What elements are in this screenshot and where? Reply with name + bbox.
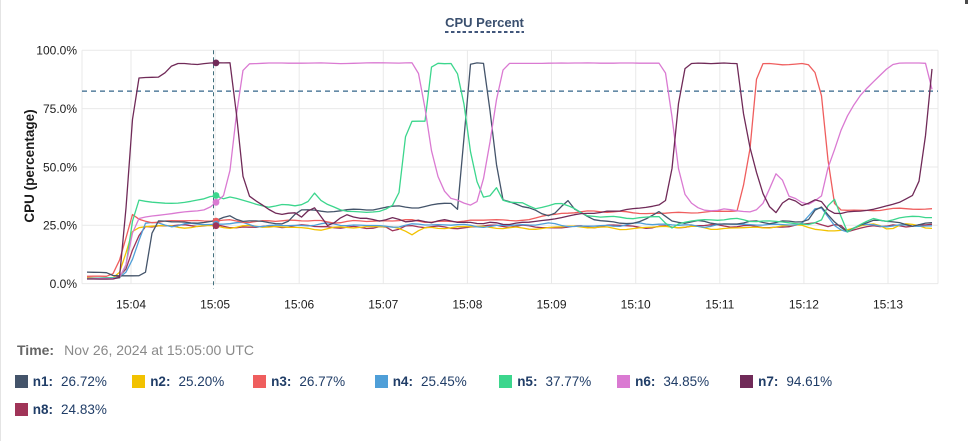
svg-text:50.0%: 50.0% [43, 160, 77, 174]
svg-text:CPU (percentage): CPU (percentage) [22, 109, 37, 222]
svg-text:100.0%: 100.0% [36, 44, 77, 58]
svg-text:15:09: 15:09 [536, 298, 566, 312]
svg-text:15:07: 15:07 [368, 298, 398, 312]
svg-text:15:13: 15:13 [873, 298, 903, 312]
svg-text:15:04: 15:04 [116, 298, 146, 312]
svg-text:75.0%: 75.0% [43, 102, 77, 116]
svg-text:25.0%: 25.0% [43, 219, 77, 233]
svg-text:0.0%: 0.0% [50, 277, 78, 291]
svg-text:15:06: 15:06 [284, 298, 314, 312]
svg-text:15:12: 15:12 [789, 298, 819, 312]
svg-text:15:08: 15:08 [452, 298, 482, 312]
svg-text:15:05: 15:05 [200, 298, 230, 312]
svg-text:15:11: 15:11 [705, 298, 734, 312]
svg-text:15:10: 15:10 [621, 298, 651, 312]
